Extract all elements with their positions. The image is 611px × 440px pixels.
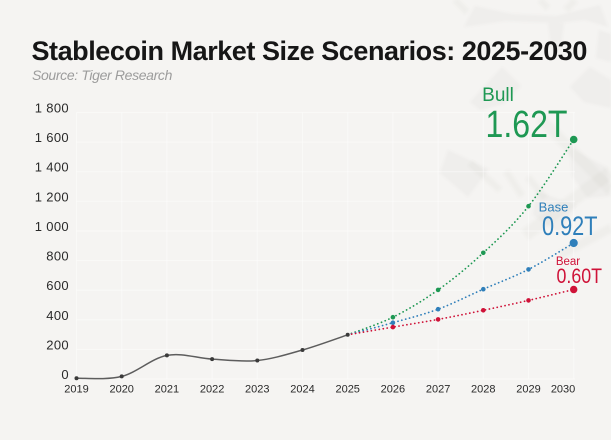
svg-text:2027: 2027: [426, 384, 450, 396]
svg-text:1 400: 1 400: [35, 160, 69, 175]
svg-text:1 000: 1 000: [35, 219, 69, 234]
svg-text:1 800: 1 800: [35, 101, 69, 116]
svg-text:1 200: 1 200: [35, 189, 69, 204]
svg-text:2024: 2024: [290, 384, 314, 396]
svg-text:2019: 2019: [64, 384, 88, 396]
svg-text:2025: 2025: [335, 384, 359, 396]
svg-text:1 600: 1 600: [35, 130, 69, 145]
svg-text:2026: 2026: [381, 384, 405, 396]
svg-text:2023: 2023: [245, 384, 269, 396]
svg-text:Bear: Bear: [556, 256, 580, 268]
svg-text:600: 600: [46, 278, 69, 293]
svg-text:0: 0: [61, 367, 69, 382]
svg-text:800: 800: [46, 249, 69, 264]
svg-text:1.62T: 1.62T: [486, 104, 568, 146]
svg-text:Bull: Bull: [482, 85, 514, 106]
svg-text:2020: 2020: [109, 384, 133, 396]
svg-text:0.60T: 0.60T: [557, 265, 603, 288]
svg-text:400: 400: [46, 308, 69, 323]
svg-text:0.92T: 0.92T: [542, 211, 598, 241]
svg-text:2030: 2030: [551, 384, 575, 396]
svg-text:Base: Base: [539, 200, 569, 215]
svg-text:2022: 2022: [200, 384, 224, 396]
svg-text:2029: 2029: [516, 384, 540, 396]
svg-text:2021: 2021: [155, 384, 179, 396]
svg-text:200: 200: [46, 337, 69, 352]
svg-text:2028: 2028: [471, 384, 495, 396]
